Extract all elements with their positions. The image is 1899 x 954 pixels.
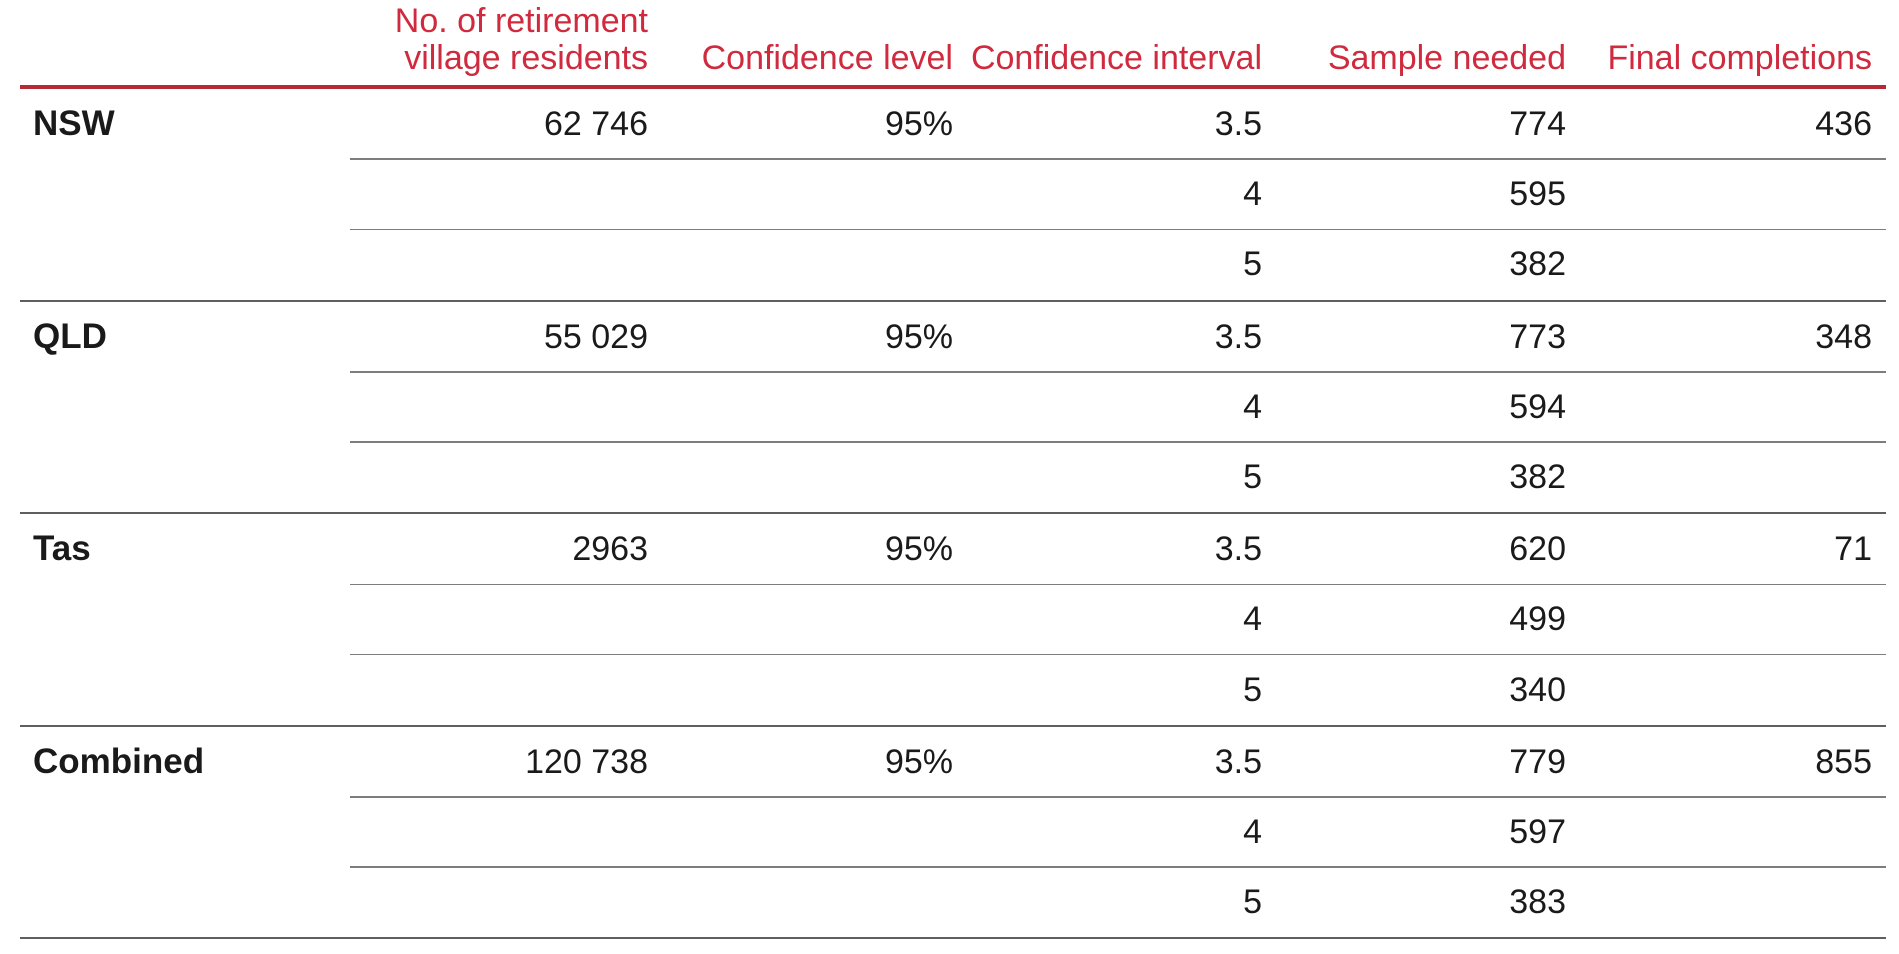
col-header-empty xyxy=(20,77,350,85)
group-combined: Combined 120 738 95% 3.5 779 855 4 597 5… xyxy=(20,724,1886,938)
confidence-level-value: 95% xyxy=(884,105,953,143)
col-header-confidence-level: Confidence level xyxy=(701,39,953,77)
confidence-interval-value: 5 xyxy=(1243,883,1262,922)
final-completions-value: 348 xyxy=(1815,317,1872,356)
confidence-interval-value: 4 xyxy=(1243,175,1262,214)
row-label: NSW xyxy=(33,104,115,143)
table-row: 5 382 xyxy=(20,228,1886,299)
confidence-interval-value: 5 xyxy=(1243,245,1262,284)
row-label: Combined xyxy=(33,741,205,781)
final-completions-value: 436 xyxy=(1815,105,1872,143)
table-row: QLD 55 029 95% 3.5 773 348 xyxy=(20,302,1886,372)
sample-needed-value: 774 xyxy=(1509,105,1566,143)
sample-needed-value: 597 xyxy=(1509,812,1566,851)
table-row: NSW 62 746 95% 3.5 774 436 xyxy=(20,89,1886,159)
final-completions-value: 71 xyxy=(1834,530,1872,569)
table-row: 4 595 xyxy=(20,158,1886,229)
final-completions-value: 855 xyxy=(1815,742,1872,781)
confidence-interval-value: 4 xyxy=(1243,600,1262,639)
sample-needed-value: 383 xyxy=(1509,883,1566,922)
sample-needed-value: 779 xyxy=(1509,742,1566,781)
table-row: 4 499 xyxy=(20,583,1886,654)
sample-needed-value: 382 xyxy=(1509,245,1566,284)
confidence-interval-value: 5 xyxy=(1243,670,1262,709)
sample-needed-value: 595 xyxy=(1509,175,1566,214)
table-row: 5 340 xyxy=(20,653,1886,725)
row-label: QLD xyxy=(33,316,107,356)
table-row: 4 597 xyxy=(20,796,1886,867)
table-row: Tas 2963 95% 3.5 620 71 xyxy=(20,514,1886,584)
col-header-residents: No. of retirement village residents xyxy=(394,2,648,77)
table-row: 5 383 xyxy=(20,866,1886,937)
sample-needed-value: 594 xyxy=(1509,387,1566,426)
confidence-level-value: 95% xyxy=(884,742,953,781)
sample-needed-value: 773 xyxy=(1509,317,1566,356)
col-header-final-completions: Final completions xyxy=(1607,39,1872,77)
confidence-level-value: 95% xyxy=(884,530,953,569)
confidence-interval-value: 3.5 xyxy=(1214,317,1262,356)
table-row: Combined 120 738 95% 3.5 779 855 xyxy=(20,727,1886,797)
residents-value: 62 746 xyxy=(544,105,648,143)
col-header-confidence-interval: Confidence interval xyxy=(970,39,1262,77)
sample-needed-value: 499 xyxy=(1509,600,1566,639)
confidence-interval-value: 4 xyxy=(1243,387,1262,426)
sample-size-table: No. of retirement village residents Conf… xyxy=(20,0,1886,940)
col-header-sample-needed: Sample needed xyxy=(1327,39,1566,77)
confidence-interval-value: 3.5 xyxy=(1214,105,1262,143)
residents-value: 120 738 xyxy=(525,742,648,781)
residents-value: 55 029 xyxy=(544,317,648,356)
table-row: 4 594 xyxy=(20,370,1886,442)
sample-needed-value: 382 xyxy=(1509,457,1566,496)
confidence-interval-value: 3.5 xyxy=(1214,742,1262,781)
sample-needed-value: 340 xyxy=(1509,670,1566,709)
group-tas: Tas 2963 95% 3.5 620 71 4 499 5 340 xyxy=(20,512,1886,725)
residents-value: 2963 xyxy=(572,530,648,569)
table-header-row: No. of retirement village residents Conf… xyxy=(20,0,1886,89)
confidence-interval-value: 4 xyxy=(1243,812,1262,851)
confidence-level-value: 95% xyxy=(884,317,953,356)
group-nsw: NSW 62 746 95% 3.5 774 436 4 595 5 382 xyxy=(20,89,1886,300)
group-qld: QLD 55 029 95% 3.5 773 348 4 594 5 382 xyxy=(20,299,1886,513)
table-row: 5 382 xyxy=(20,441,1886,512)
confidence-interval-value: 5 xyxy=(1243,457,1262,496)
sample-needed-value: 620 xyxy=(1509,530,1566,569)
confidence-interval-value: 3.5 xyxy=(1214,530,1262,569)
row-label: Tas xyxy=(33,529,91,569)
